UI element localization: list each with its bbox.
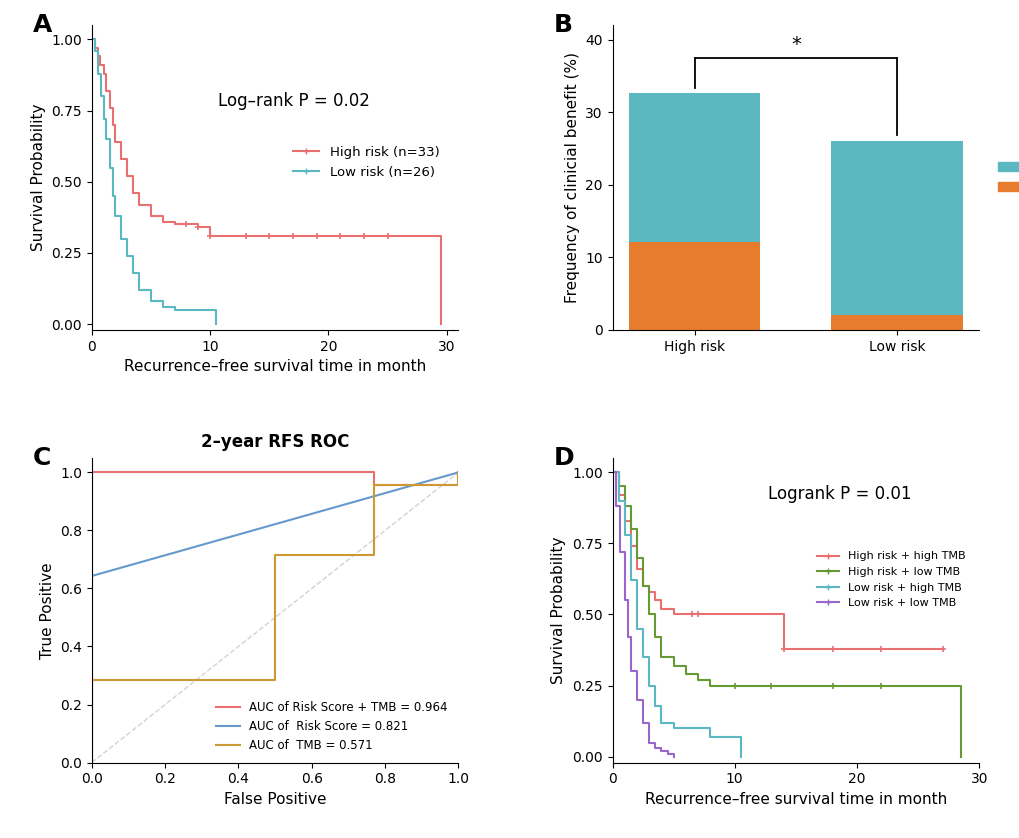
AUC of  TMB = 0.571 xyxy=(269,551,281,561)
Bar xyxy=(830,142,962,315)
Y-axis label: Survival Probability: Survival Probability xyxy=(31,104,46,251)
Legend: High risk + high TMB, High risk + low TMB, Low risk + high TMB, Low risk + low T: High risk + high TMB, High risk + low TM… xyxy=(811,547,969,613)
Text: C: C xyxy=(33,446,51,469)
Text: Logrank P = 0.01: Logrank P = 0.01 xyxy=(767,485,911,504)
X-axis label: Recurrence–free survival time in month: Recurrence–free survival time in month xyxy=(644,792,946,807)
Legend: AUC of Risk Score + TMB = 0.964, AUC of  Risk Score = 0.821, AUC of  TMB = 0.571: AUC of Risk Score + TMB = 0.964, AUC of … xyxy=(211,696,452,757)
Y-axis label: Frequency of clinicial benefit (%): Frequency of clinicial benefit (%) xyxy=(565,52,579,303)
AUC of  TMB = 0.571 xyxy=(452,468,465,478)
AUC of  TMB = 0.571 xyxy=(368,480,380,490)
AUC of  TMB = 0.571 xyxy=(269,675,281,685)
Bar xyxy=(629,242,760,330)
Text: Log–rank P = 0.02: Log–rank P = 0.02 xyxy=(217,92,369,111)
Legend: NDB, DCB: NDB, DCB xyxy=(993,156,1019,199)
Title: 2–year RFS ROC: 2–year RFS ROC xyxy=(201,432,348,451)
Line: AUC of Risk Score + TMB = 0.964: AUC of Risk Score + TMB = 0.964 xyxy=(92,473,459,763)
AUC of Risk Score + TMB = 0.964 xyxy=(368,480,380,490)
AUC of  TMB = 0.571 xyxy=(452,480,465,490)
AUC of  TMB = 0.571 xyxy=(368,551,380,561)
Text: B: B xyxy=(553,13,573,37)
Legend: High risk (n=33), Low risk (n=26): High risk (n=33), Low risk (n=26) xyxy=(287,141,444,184)
Line: AUC of  TMB = 0.571: AUC of TMB = 0.571 xyxy=(92,473,459,763)
Bar xyxy=(629,93,760,242)
Y-axis label: Survival Probability: Survival Probability xyxy=(551,536,566,684)
AUC of  TMB = 0.571 xyxy=(86,758,98,768)
Text: D: D xyxy=(553,446,574,469)
Text: *: * xyxy=(790,35,800,54)
X-axis label: Recurrence–free survival time in month: Recurrence–free survival time in month xyxy=(124,360,426,374)
Text: A: A xyxy=(33,13,52,37)
AUC of Risk Score + TMB = 0.964 xyxy=(86,468,98,478)
Y-axis label: True Positive: True Positive xyxy=(40,562,54,659)
AUC of Risk Score + TMB = 0.964 xyxy=(452,480,465,490)
AUC of Risk Score + TMB = 0.964 xyxy=(368,468,380,478)
AUC of  TMB = 0.571 xyxy=(86,675,98,685)
X-axis label: False Positive: False Positive xyxy=(224,792,326,807)
AUC of Risk Score + TMB = 0.964 xyxy=(452,468,465,478)
AUC of Risk Score + TMB = 0.964 xyxy=(86,758,98,768)
Bar xyxy=(830,315,962,330)
